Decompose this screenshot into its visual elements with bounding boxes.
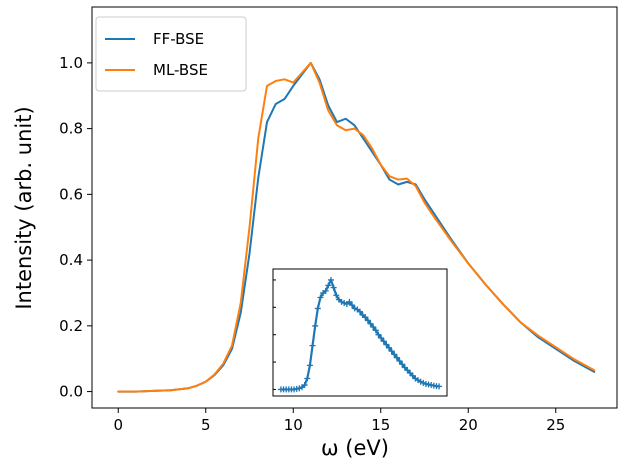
y-tick-label: 0.8 — [59, 120, 83, 138]
series-line-ml-bse — [117, 61, 596, 393]
main-plot: 0 5 10 15 20 25 0.0 0.2 0.4 0.6 0.8 1.0 ω (eV) Int… — [12, 6, 618, 460]
x-axis-label: ω (eV) — [321, 436, 389, 460]
inset-marker — [375, 331, 382, 338]
inset-marker — [372, 327, 379, 334]
inset-marker — [330, 284, 337, 291]
inset-plot — [272, 268, 448, 397]
inset-series-group — [277, 276, 443, 393]
inset-marker — [383, 341, 390, 348]
inset-marker — [388, 348, 395, 355]
y-axis-ticks: 0.0 0.2 0.4 0.6 0.8 1.0 — [59, 54, 92, 401]
legend-label-ff-bse: FF-BSE — [153, 30, 204, 48]
x-tick-label: 10 — [284, 416, 303, 434]
inset-marker — [364, 317, 371, 324]
inset-marker — [314, 305, 321, 312]
main-plot-frame — [91, 6, 618, 409]
y-axis-label: Intensity (arb. unit) — [12, 106, 36, 309]
x-tick-label: 0 — [113, 416, 123, 434]
y-tick-label: 0.2 — [59, 317, 83, 335]
inset-marker — [349, 302, 356, 309]
x-tick-label: 25 — [546, 416, 565, 434]
inset-marker — [370, 324, 377, 331]
inset-marker — [436, 383, 443, 390]
y-tick-label: 0.0 — [59, 383, 83, 401]
inset-marker — [378, 334, 385, 341]
inset-marker — [393, 354, 400, 361]
x-axis-ticks: 0 5 10 15 20 25 — [113, 408, 565, 434]
inset-marker — [325, 282, 332, 289]
inset-marker — [306, 362, 313, 369]
inset-plot-background — [273, 269, 447, 396]
legend: FF-BSE ML-BSE — [95, 16, 247, 92]
inset-marker — [396, 357, 403, 364]
inset-marker — [357, 308, 363, 315]
y-tick-label: 1.0 — [59, 54, 83, 72]
y-tick-label: 0.6 — [59, 185, 83, 203]
inset-marker — [322, 287, 329, 294]
inset-plot-frame — [272, 268, 448, 397]
inset-marker — [328, 276, 334, 283]
legend-label-ml-bse: ML-BSE — [153, 61, 208, 79]
inset-marker — [386, 344, 392, 351]
legend-box — [95, 16, 247, 92]
inset-marker — [312, 322, 319, 329]
inset-marker — [362, 314, 369, 321]
inset-marker — [380, 338, 387, 345]
inset-marker — [367, 320, 374, 327]
inset-marker — [333, 292, 340, 299]
inset-marker — [309, 342, 316, 349]
inset-marker — [304, 375, 311, 382]
inset-marker — [399, 361, 406, 368]
x-tick-label: 20 — [459, 416, 478, 434]
inset-marker — [346, 298, 353, 305]
x-tick-label: 15 — [371, 416, 390, 434]
main-series-group — [117, 61, 596, 393]
inset-marker — [391, 351, 398, 358]
inset-marker — [317, 294, 324, 301]
x-tick-label: 5 — [201, 416, 211, 434]
y-tick-label: 0.4 — [59, 251, 83, 269]
inset-marker — [301, 382, 308, 389]
